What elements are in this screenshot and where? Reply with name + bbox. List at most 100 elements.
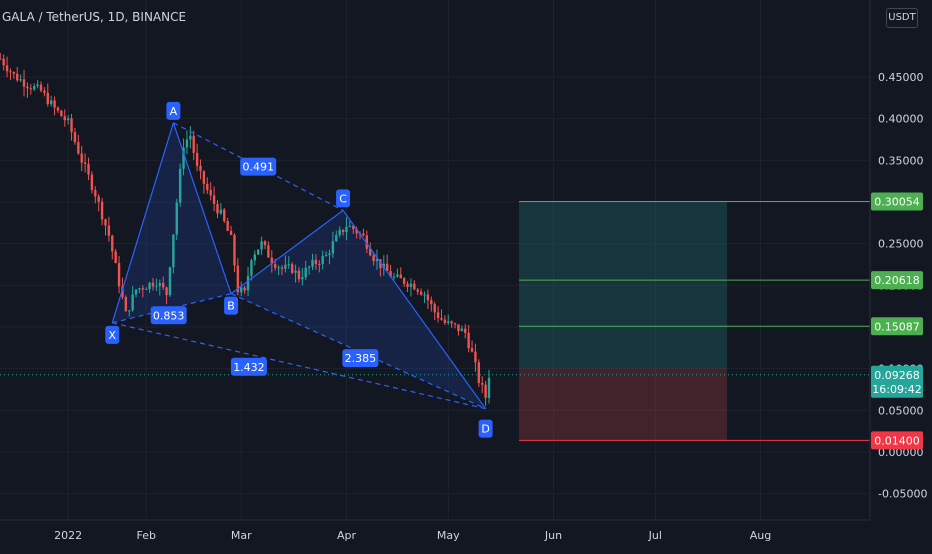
- symbol-title[interactable]: GALA / TetherUS, 1D, BINANCE: [2, 10, 187, 24]
- ratio-label-ac-text: 0.491: [242, 161, 274, 174]
- candle-body: [457, 324, 460, 332]
- candle: [43, 87, 46, 97]
- candle: [423, 291, 426, 303]
- candle-body: [219, 209, 223, 214]
- candle: [22, 69, 26, 97]
- candle: [474, 343, 477, 372]
- candle: [348, 220, 352, 228]
- candle-body: [409, 283, 413, 287]
- candle: [392, 272, 396, 280]
- candle: [66, 115, 70, 125]
- point-label-c: C: [336, 189, 351, 208]
- candle: [185, 130, 189, 155]
- candle-body: [138, 288, 141, 290]
- candle: [304, 260, 307, 281]
- candle-body: [389, 271, 392, 277]
- point-label-x-text: X: [109, 329, 117, 342]
- candle-body: [372, 255, 375, 262]
- candle-body: [114, 251, 117, 264]
- candle-body: [423, 294, 426, 296]
- candle-body: [267, 245, 270, 258]
- candle-body: [406, 283, 409, 287]
- currency-button[interactable]: USDT: [886, 8, 918, 28]
- candle: [301, 268, 304, 286]
- candle-body: [168, 267, 172, 296]
- point-label-d-bg: [478, 419, 493, 438]
- candle: [430, 296, 433, 312]
- time-axis[interactable]: 2022 Feb Mar Apr May Jun Jul Aug: [0, 519, 932, 550]
- candle-body: [202, 171, 206, 184]
- take-profit-badge: 0.30054: [871, 192, 923, 211]
- candle-body: [16, 73, 19, 81]
- candle-body: [33, 86, 36, 90]
- candle-body: [80, 153, 83, 163]
- ratio-label-xb-text: 0.853: [153, 309, 185, 322]
- candle: [477, 359, 481, 387]
- candle-body: [2, 58, 5, 66]
- candle: [297, 267, 301, 283]
- time-tick-label: 2022: [54, 529, 82, 542]
- candle: [402, 277, 406, 287]
- candle: [416, 287, 419, 295]
- candle: [155, 278, 158, 291]
- candle-body: [46, 92, 49, 105]
- candle-body: [392, 276, 396, 278]
- take-profit-badge-text: 0.30054: [874, 196, 920, 209]
- candle: [447, 314, 450, 325]
- candle-body: [273, 264, 277, 268]
- candle: [182, 138, 185, 176]
- candle: [87, 157, 90, 181]
- candle: [90, 171, 94, 194]
- candle-body: [277, 267, 280, 269]
- ratio-label-ac: 0.491: [240, 157, 277, 176]
- candle: [270, 250, 273, 273]
- candle-body: [134, 289, 138, 295]
- harmonic-pattern-labels: X A B C D 0.853 0.491 2.385 1.432: [105, 101, 493, 438]
- candle: [9, 68, 12, 80]
- candle: [450, 320, 453, 328]
- candle: [389, 264, 392, 278]
- point-label-c-bg: [336, 189, 351, 208]
- candle: [352, 224, 355, 234]
- candle: [5, 56, 9, 78]
- candle: [36, 80, 39, 89]
- candle-body: [22, 79, 26, 87]
- candle-body: [304, 267, 307, 278]
- candle-body: [182, 147, 185, 169]
- candle-body: [60, 110, 63, 117]
- stop-loss-badge-bg: [871, 431, 923, 450]
- price-tick-label: 0.25000: [878, 238, 924, 251]
- candle-body: [175, 202, 178, 235]
- candle-body: [240, 287, 243, 293]
- candle: [172, 234, 175, 274]
- candle: [294, 264, 297, 283]
- candle: [63, 109, 66, 127]
- candle: [219, 203, 223, 215]
- candle: [314, 254, 318, 270]
- candle-body: [464, 328, 467, 333]
- candle: [440, 309, 443, 321]
- candle: [114, 248, 117, 264]
- candle: [253, 250, 257, 266]
- candle-body: [243, 287, 246, 291]
- price-axis-badges: 0.30054 0.20618 0.15087 0.01400 0.0926816:09…: [871, 192, 923, 450]
- price-tick-label: -0.05000: [878, 488, 927, 501]
- candle-body: [314, 259, 318, 265]
- point-label-b-text: B: [227, 300, 235, 313]
- candle: [26, 82, 29, 98]
- candle: [372, 252, 375, 266]
- pattern-leg: [230, 209, 344, 295]
- candle-body: [161, 282, 165, 288]
- candle: [161, 276, 165, 291]
- candle-body: [100, 201, 104, 220]
- candle-body: [9, 71, 12, 73]
- candle: [328, 249, 331, 265]
- candle: [280, 265, 284, 276]
- point-label-a: A: [166, 101, 181, 120]
- candle: [284, 255, 287, 273]
- candle: [223, 207, 226, 224]
- candle: [158, 279, 161, 296]
- candle-body: [450, 321, 453, 324]
